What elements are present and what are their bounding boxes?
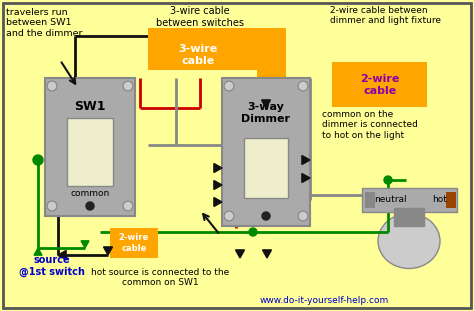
Text: neutral: neutral bbox=[374, 196, 406, 205]
Circle shape bbox=[123, 201, 133, 211]
Circle shape bbox=[224, 211, 234, 221]
Polygon shape bbox=[302, 174, 310, 183]
Text: travelers run
between SW1
and the dimmer: travelers run between SW1 and the dimmer bbox=[6, 8, 82, 38]
Circle shape bbox=[123, 81, 133, 91]
Ellipse shape bbox=[378, 213, 440, 268]
Text: hot: hot bbox=[433, 196, 447, 205]
Circle shape bbox=[47, 201, 57, 211]
Polygon shape bbox=[262, 100, 271, 108]
Polygon shape bbox=[236, 250, 245, 258]
Bar bbox=[362, 188, 457, 212]
Bar bbox=[394, 208, 424, 226]
Circle shape bbox=[249, 228, 257, 236]
Text: 2-wire
cable: 2-wire cable bbox=[360, 74, 400, 96]
Text: common: common bbox=[70, 189, 109, 198]
Text: www.do-it-yourself-help.com: www.do-it-yourself-help.com bbox=[260, 296, 389, 305]
Text: common on the
dimmer is connected
to hot on the light: common on the dimmer is connected to hot… bbox=[322, 110, 418, 140]
Text: 2-wire cable between
dimmer and light fixture: 2-wire cable between dimmer and light fi… bbox=[330, 6, 441, 26]
Bar bbox=[446, 192, 456, 208]
Circle shape bbox=[224, 81, 234, 91]
Circle shape bbox=[298, 81, 308, 91]
Text: 3-wire cable
between switches: 3-wire cable between switches bbox=[156, 6, 244, 28]
Circle shape bbox=[33, 155, 43, 165]
Text: 3-way
Dimmer: 3-way Dimmer bbox=[241, 102, 291, 124]
Bar bbox=[45, 78, 135, 216]
Bar bbox=[257, 28, 286, 108]
Text: 2-wire
cable: 2-wire cable bbox=[119, 233, 149, 253]
Circle shape bbox=[86, 202, 94, 210]
Bar bbox=[110, 228, 158, 258]
Polygon shape bbox=[214, 164, 222, 173]
Bar bbox=[67, 118, 113, 186]
Circle shape bbox=[298, 211, 308, 221]
Text: hot source is connected to the
common on SW1: hot source is connected to the common on… bbox=[91, 268, 229, 287]
Text: 3-wire
cable: 3-wire cable bbox=[178, 44, 218, 66]
Text: source
@1st switch: source @1st switch bbox=[19, 255, 85, 277]
Polygon shape bbox=[263, 250, 272, 258]
Polygon shape bbox=[103, 247, 112, 255]
Circle shape bbox=[47, 81, 57, 91]
Polygon shape bbox=[34, 248, 42, 255]
Polygon shape bbox=[214, 197, 222, 207]
Circle shape bbox=[384, 176, 392, 184]
Polygon shape bbox=[81, 241, 89, 248]
Bar bbox=[222, 78, 310, 226]
Polygon shape bbox=[58, 250, 66, 259]
Text: SW1: SW1 bbox=[74, 100, 106, 113]
Polygon shape bbox=[214, 180, 222, 189]
Circle shape bbox=[262, 212, 270, 220]
Polygon shape bbox=[302, 156, 310, 165]
Bar bbox=[332, 62, 427, 107]
Bar bbox=[244, 138, 288, 198]
Bar bbox=[148, 28, 286, 70]
Bar bbox=[365, 192, 375, 208]
